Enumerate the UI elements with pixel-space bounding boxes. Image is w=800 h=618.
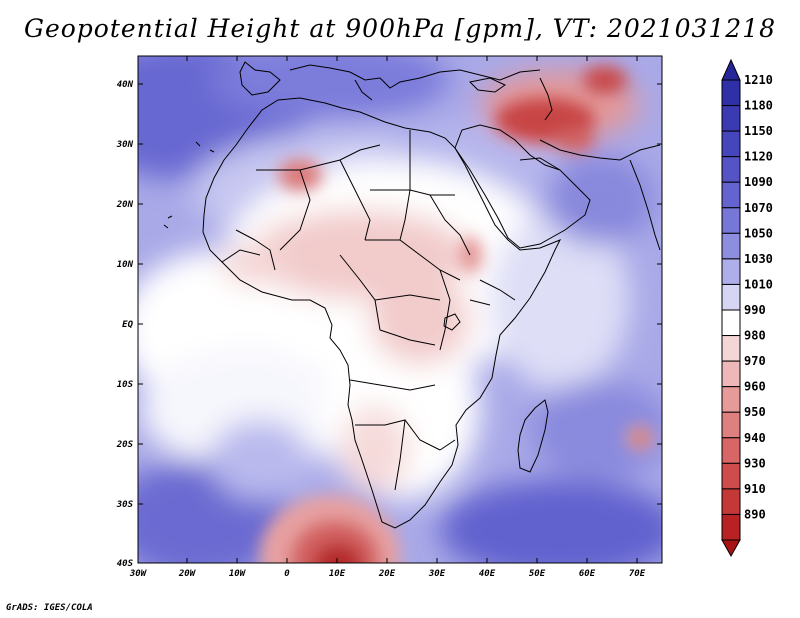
colorbar-label-1030: 1030	[744, 252, 773, 266]
colorbar-label-980: 980	[744, 329, 766, 343]
lon-label-10e: 10E	[329, 569, 346, 579]
colorbar-swatch-1150	[721, 130, 741, 158]
colorbar-label-950: 950	[744, 405, 766, 419]
colorbar-label-1010: 1010	[744, 277, 773, 291]
colorbar-label-1210: 1210	[744, 73, 773, 87]
colorbar-label-970: 970	[744, 354, 766, 368]
lon-label-50e: 50E	[529, 569, 546, 579]
lon-label-30e: 30E	[428, 569, 446, 579]
colorbar-swatch-1030	[721, 258, 741, 285]
lon-label-70e: 70E	[629, 569, 646, 579]
lon-label-20w: 20W	[178, 569, 197, 579]
lon-label-10w: 10W	[229, 569, 247, 579]
lat-label-30n: 30N	[116, 140, 134, 150]
colorbar-swatch-940	[721, 437, 741, 464]
colorbar-label-990: 990	[744, 303, 766, 317]
colorbar-label-1070: 1070	[744, 201, 773, 215]
colorbar-label-940: 940	[744, 431, 766, 445]
colorbar-swatch-890	[721, 513, 741, 541]
map-title: Geopotential Height at 900hPa [gpm], VT:…	[23, 14, 777, 43]
lon-label-0: 0	[284, 569, 290, 579]
height-field	[138, 56, 662, 563]
colorbar-label-1120: 1120	[744, 150, 773, 164]
lat-label-eq: EQ	[122, 320, 133, 330]
colorbar-bottom-arrow	[721, 539, 741, 558]
lon-ticks	[186, 56, 638, 563]
lat-label-40s: 40S	[117, 559, 134, 569]
colorbar-label-1180: 1180	[744, 99, 773, 113]
map-frame	[137, 55, 663, 564]
lon-label-30w: 30W	[129, 569, 148, 579]
lat-label-20s: 20S	[116, 440, 134, 450]
colorbar-swatch-1070	[721, 207, 741, 234]
colorbar-swatch-1120	[721, 156, 741, 183]
colorbar-swatch-1180	[721, 105, 741, 132]
colorbar: 1210 1180 1150 1120 1090 1070 1050 1030 1010 990 9…	[721, 58, 773, 558]
colorbar-top-arrow	[721, 58, 741, 81]
lat-label-10s: 10S	[117, 380, 134, 390]
lon-label-40e: 40E	[479, 569, 496, 579]
colorbar-label-910: 910	[744, 482, 766, 496]
colorbar-swatch-1210	[721, 79, 741, 107]
lat-ticks	[138, 83, 662, 505]
colorbar-swatch-950	[721, 411, 741, 439]
colorbar-swatch-930	[721, 462, 741, 490]
colorbar-swatch-970	[721, 360, 741, 388]
lat-label-30s: 30S	[116, 500, 134, 510]
colorbar-swatch-960	[721, 386, 741, 413]
lon-label-60e: 60E	[579, 569, 596, 579]
lon-label-20e: 20E	[378, 569, 396, 579]
grads-credit: GrADS: IGES/COLA	[6, 603, 93, 613]
colorbar-label-1090: 1090	[744, 175, 773, 189]
colorbar-swatch-990	[721, 309, 741, 337]
coastlines	[163, 61, 661, 529]
colorbar-label-1150: 1150	[744, 124, 773, 138]
colorbar-label-890: 890	[744, 507, 766, 521]
colorbar-label-930: 930	[744, 456, 766, 470]
colorbar-swatch-1010	[721, 283, 741, 311]
colorbar-label-1050: 1050	[744, 226, 773, 240]
lat-label-40n: 40N	[117, 80, 134, 90]
colorbar-swatch-1050	[721, 232, 741, 260]
colorbar-swatch-1090	[721, 181, 741, 209]
lat-label-20n: 20N	[116, 200, 134, 210]
colorbar-label-960: 960	[744, 380, 766, 394]
colorbar-swatch-980	[721, 335, 741, 362]
lat-label-10n: 10N	[117, 260, 134, 270]
colorbar-swatch-910	[721, 488, 741, 515]
